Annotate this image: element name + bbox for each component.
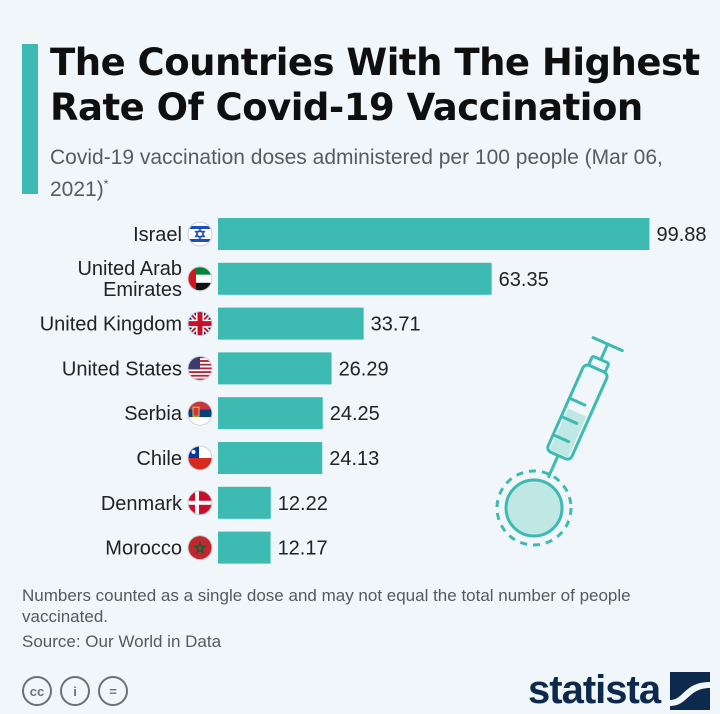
- uae-flag-icon: [187, 266, 213, 292]
- chile-flag-icon: [187, 445, 213, 471]
- bar-chile: [218, 442, 323, 474]
- bar-united-kingdom: [218, 307, 364, 340]
- bar-serbia: [218, 397, 323, 430]
- value-label: 33.71: [371, 314, 421, 336]
- denmark-flag-icon: [187, 490, 213, 516]
- statista-mark-icon: [670, 672, 710, 710]
- value-label: 12.22: [278, 493, 328, 515]
- category-label: Chile: [136, 448, 182, 470]
- source-text: Source: Our World in Data: [22, 632, 222, 651]
- value-label: 24.13: [329, 448, 379, 470]
- bar-chart: 99.88 Israel 63.35 United Arab Emirates 33.71…: [40, 218, 707, 564]
- category-label: Serbia: [124, 403, 183, 425]
- value-label: 63.35: [499, 269, 549, 291]
- category-label: Morocco: [105, 538, 182, 560]
- category-label: Israel: [133, 224, 182, 246]
- chart-title: The Countries With The Highest Rate Of C…: [50, 41, 700, 129]
- bar-morocco: [218, 531, 271, 564]
- category-label: Denmark: [101, 493, 183, 515]
- value-label: 24.25: [330, 403, 380, 425]
- israel-flag-icon: [187, 221, 213, 247]
- footnote-text: Numbers counted as a single dose and may…: [22, 586, 631, 626]
- category-label: United Arab Emirates: [77, 258, 182, 301]
- chart-subtitle: Covid-19 vaccination doses administered …: [50, 144, 710, 203]
- by-icon[interactable]: i: [60, 676, 90, 706]
- value-label: 12.17: [278, 538, 328, 560]
- cc-icon[interactable]: cc: [22, 676, 52, 706]
- bar-united-states: [218, 352, 332, 385]
- category-label: United States: [62, 358, 182, 380]
- bars-group: 99.88 Israel 63.35 United Arab Emirates 33.71…: [40, 218, 707, 564]
- value-label: 26.29: [339, 358, 389, 380]
- bar-israel: [218, 218, 650, 250]
- nd-icon[interactable]: =: [98, 676, 128, 706]
- title-accent-bar: [22, 44, 38, 194]
- license-icons: cc i =: [22, 676, 128, 706]
- subtitle-text: Covid-19 vaccination doses administered …: [50, 146, 663, 201]
- morocco-flag-icon: [187, 535, 213, 561]
- category-label: United Kingdom: [40, 314, 182, 336]
- bar-united-arab-emirates: [218, 262, 492, 295]
- subtitle-footnote-mark: *: [103, 177, 109, 191]
- statista-logo[interactable]: statista: [528, 668, 661, 712]
- value-label: 99.88: [656, 224, 706, 246]
- syringe-icon: [495, 336, 624, 547]
- serbia-flag-icon: [187, 400, 213, 426]
- usa-flag-icon: [187, 355, 213, 381]
- uk-flag-icon: [187, 311, 213, 337]
- bar-denmark: [218, 486, 271, 519]
